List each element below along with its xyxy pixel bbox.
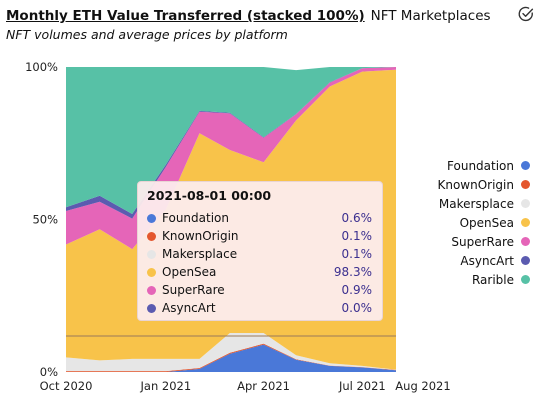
- chart-subtitle: NFT volumes and average prices by platfo…: [6, 27, 288, 42]
- y-axis: 0% 50% 100%: [25, 60, 58, 379]
- tooltip: 2021-08-01 00:00 Foundation 0.6% KnownOrig…: [137, 181, 383, 321]
- y-tick-label: 0%: [40, 365, 58, 379]
- legend-label: Rarible: [471, 272, 514, 287]
- tooltip-dot: [147, 267, 156, 277]
- tooltip-row-opensea: OpenSea 98.3%: [147, 263, 372, 281]
- tooltip-series-value: 0.9%: [341, 283, 373, 297]
- legend-item-asyncart[interactable]: AsyncArt: [420, 251, 530, 270]
- tooltip-series-value: 0.1%: [341, 229, 373, 243]
- tooltip-series-name: OpenSea: [162, 265, 217, 279]
- chart-title[interactable]: Monthly ETH Value Transferred (stacked 1…: [6, 8, 365, 24]
- platform-label: NFT Marketplaces: [370, 8, 491, 24]
- legend-label: Foundation: [447, 158, 514, 173]
- tooltip-row-foundation: Foundation 0.6%: [147, 209, 372, 227]
- x-tick-label: Oct 2020: [40, 379, 93, 393]
- tooltip-row-makersplace: Makersplace 0.1%: [147, 245, 372, 263]
- tooltip-dot: [147, 249, 156, 259]
- tooltip-dot: [147, 231, 156, 241]
- legend-label: AsyncArt: [460, 253, 514, 268]
- legend-label: OpenSea: [459, 215, 514, 230]
- legend-item-rarible[interactable]: Rarible: [420, 270, 530, 289]
- legend-item-opensea[interactable]: OpenSea: [420, 213, 530, 232]
- tooltip-row-superrare: SuperRare 0.9%: [147, 281, 372, 299]
- tooltip-row-asyncart: AsyncArt 0.0%: [147, 299, 372, 317]
- y-tick-label: 50%: [32, 213, 58, 227]
- x-axis: Oct 2020 Jan 2021 Apr 2021 Jul 2021 Aug 2021: [40, 379, 451, 393]
- area-makersplace[interactable]: [66, 333, 396, 372]
- area-rarible[interactable]: [66, 67, 396, 214]
- tooltip-row-knownorigin: KnownOrigin 0.1%: [147, 227, 372, 245]
- legend-item-foundation[interactable]: Foundation: [420, 156, 530, 175]
- tooltip-series-name: Makersplace: [162, 247, 238, 261]
- chart-header: Monthly ETH Value Transferred (stacked 1…: [6, 5, 535, 45]
- x-tick-label: Jul 2021: [338, 379, 386, 393]
- legend-item-knownorigin[interactable]: KnownOrigin: [420, 175, 530, 194]
- tooltip-rows: Foundation 0.6% KnownOrigin 0.1% Makersplace…: [147, 209, 372, 317]
- tooltip-series-name: KnownOrigin: [162, 229, 239, 243]
- legend-dot: [521, 199, 530, 208]
- tooltip-date: 2021-08-01 00:00: [147, 188, 272, 203]
- legend-dot: [521, 218, 530, 227]
- legend-item-makersplace[interactable]: Makersplace: [420, 194, 530, 213]
- tooltip-series-value: 0.0%: [341, 301, 373, 315]
- legend-dot: [521, 161, 530, 170]
- area-foundation[interactable]: [66, 344, 396, 372]
- legend-dot: [521, 275, 530, 284]
- tooltip-series-name: AsyncArt: [162, 301, 216, 315]
- tooltip-series-value: 0.1%: [341, 247, 373, 261]
- legend-label: KnownOrigin: [437, 177, 514, 192]
- legend-label: Makersplace: [438, 196, 514, 211]
- check-circle-icon[interactable]: [517, 5, 535, 23]
- legend-item-superrare[interactable]: SuperRare: [420, 232, 530, 251]
- tooltip-series-name: SuperRare: [162, 283, 225, 297]
- tooltip-series-value: 98.3%: [333, 265, 372, 279]
- tooltip-dot: [147, 303, 156, 313]
- legend-dot: [521, 256, 530, 265]
- legend-dot: [521, 237, 530, 246]
- tooltip-dot: [147, 285, 156, 295]
- x-tick-label: Aug 2021: [395, 379, 450, 393]
- legend-dot: [521, 180, 530, 189]
- x-tick-label: Apr 2021: [237, 379, 290, 393]
- tooltip-series-name: Foundation: [162, 211, 229, 225]
- legend: Foundation KnownOrigin Makersplace OpenSea S…: [420, 156, 530, 289]
- tooltip-series-value: 0.6%: [341, 211, 373, 225]
- legend-label: SuperRare: [451, 234, 514, 249]
- tooltip-dot: [147, 213, 156, 223]
- y-tick-label: 100%: [25, 60, 58, 74]
- x-tick-label: Jan 2021: [140, 379, 192, 393]
